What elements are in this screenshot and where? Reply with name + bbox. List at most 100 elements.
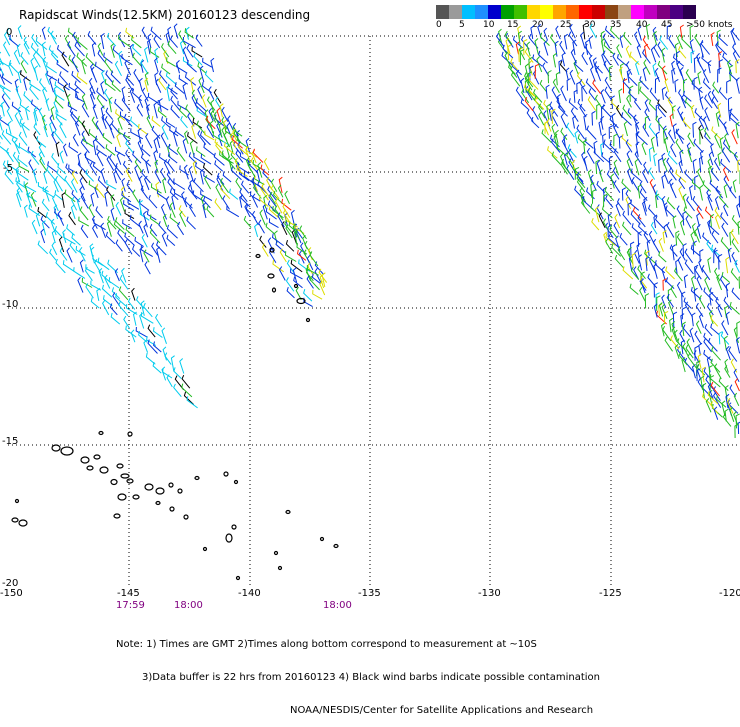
wind-barb xyxy=(151,115,161,127)
wind-barb xyxy=(193,177,204,193)
wind-barb xyxy=(267,185,277,201)
wind-barb xyxy=(731,238,740,253)
wind-barb xyxy=(708,221,720,235)
wind-barb xyxy=(203,196,211,209)
wind-barb xyxy=(733,326,739,343)
wind-barb xyxy=(193,52,203,66)
wind-barb xyxy=(663,223,668,238)
wind-barb xyxy=(698,115,705,129)
wind-barb xyxy=(124,239,133,255)
island xyxy=(132,494,140,500)
wind-barb xyxy=(576,124,586,140)
wind-barb xyxy=(71,189,80,203)
wind-barb xyxy=(166,234,176,246)
wind-barb xyxy=(534,96,545,110)
wind-barb xyxy=(724,133,730,148)
wind-barb xyxy=(648,167,656,180)
wind-barb xyxy=(213,152,225,166)
wind-barb xyxy=(49,248,57,261)
wind-barb xyxy=(275,197,283,214)
wind-barb xyxy=(56,44,68,58)
wind-barb xyxy=(735,121,740,139)
wind-barb xyxy=(125,139,134,154)
wind-barb xyxy=(642,200,647,216)
wind-barb xyxy=(563,33,568,50)
wind-barb xyxy=(630,241,635,256)
wind-barb xyxy=(699,96,704,110)
lon-label-130: -130 xyxy=(478,588,501,599)
lat-label-20: -20 xyxy=(2,578,19,589)
wind-barb xyxy=(285,216,298,228)
wind-barb xyxy=(587,96,597,111)
wind-barb xyxy=(711,126,722,140)
wind-barb xyxy=(631,223,642,236)
wind-barb xyxy=(707,60,712,74)
wind-barb xyxy=(270,178,278,192)
wind-barb xyxy=(691,275,696,291)
wind-barb xyxy=(162,177,167,194)
wind-barb xyxy=(162,214,168,227)
wind-barb xyxy=(121,177,126,192)
wind-barb xyxy=(18,162,30,172)
wind-barb xyxy=(523,39,528,56)
wind-barb xyxy=(667,96,675,112)
wind-barb xyxy=(699,249,704,263)
wind-barb xyxy=(216,107,222,123)
wind-barb xyxy=(598,120,603,136)
wind-barb xyxy=(653,153,658,167)
wind-barb xyxy=(616,44,623,58)
wind-barb xyxy=(675,128,685,140)
wind-barb xyxy=(665,205,675,218)
wind-barb xyxy=(0,84,11,93)
wind-barb xyxy=(186,59,197,73)
wind-barb xyxy=(556,143,567,157)
wind-barb xyxy=(199,131,211,146)
colorbar-swatch xyxy=(631,5,644,19)
wind-barb xyxy=(644,249,656,264)
wind-barb xyxy=(21,122,28,138)
wind-barb xyxy=(590,174,597,191)
wind-barb xyxy=(105,70,114,83)
wind-barb xyxy=(191,89,198,103)
wind-barb xyxy=(626,68,631,84)
wind-barb xyxy=(694,264,699,280)
wind-barb xyxy=(655,190,665,202)
wind-barb xyxy=(645,250,650,266)
wind-barb xyxy=(160,132,168,148)
wind-barb xyxy=(171,193,176,210)
wind-barb xyxy=(96,287,101,301)
wind-barb xyxy=(723,335,728,351)
wind-barb xyxy=(690,286,702,300)
island xyxy=(86,465,94,471)
wind-barb xyxy=(706,239,714,253)
colorbar-swatch xyxy=(566,5,579,19)
wind-barb xyxy=(62,143,68,157)
wind-barb xyxy=(46,165,56,181)
wind-barb xyxy=(54,175,63,192)
wind-barb xyxy=(126,181,134,194)
wind-barb xyxy=(602,104,612,118)
wind-barb xyxy=(569,69,576,85)
wind-barb xyxy=(560,85,567,102)
wind-barb xyxy=(42,56,48,73)
island xyxy=(319,536,325,542)
wind-barb xyxy=(719,275,729,291)
wind-barb xyxy=(95,120,104,137)
wind-barb xyxy=(182,46,189,63)
wind-barb xyxy=(189,140,195,157)
wind-barb xyxy=(589,23,597,39)
wind-barb xyxy=(662,157,668,172)
wind-barb xyxy=(714,157,721,171)
wind-barbs xyxy=(0,22,740,439)
wind-barb xyxy=(618,135,623,149)
wind-barb xyxy=(687,352,697,368)
wind-barb xyxy=(539,79,547,93)
wind-barb xyxy=(23,40,30,55)
wind-barb xyxy=(644,115,650,130)
wind-barb xyxy=(682,342,689,357)
wind-barb xyxy=(133,69,141,84)
wind-barb xyxy=(734,378,740,392)
wind-barb xyxy=(543,99,551,112)
wind-barb xyxy=(680,94,687,109)
wind-barb xyxy=(19,118,30,131)
